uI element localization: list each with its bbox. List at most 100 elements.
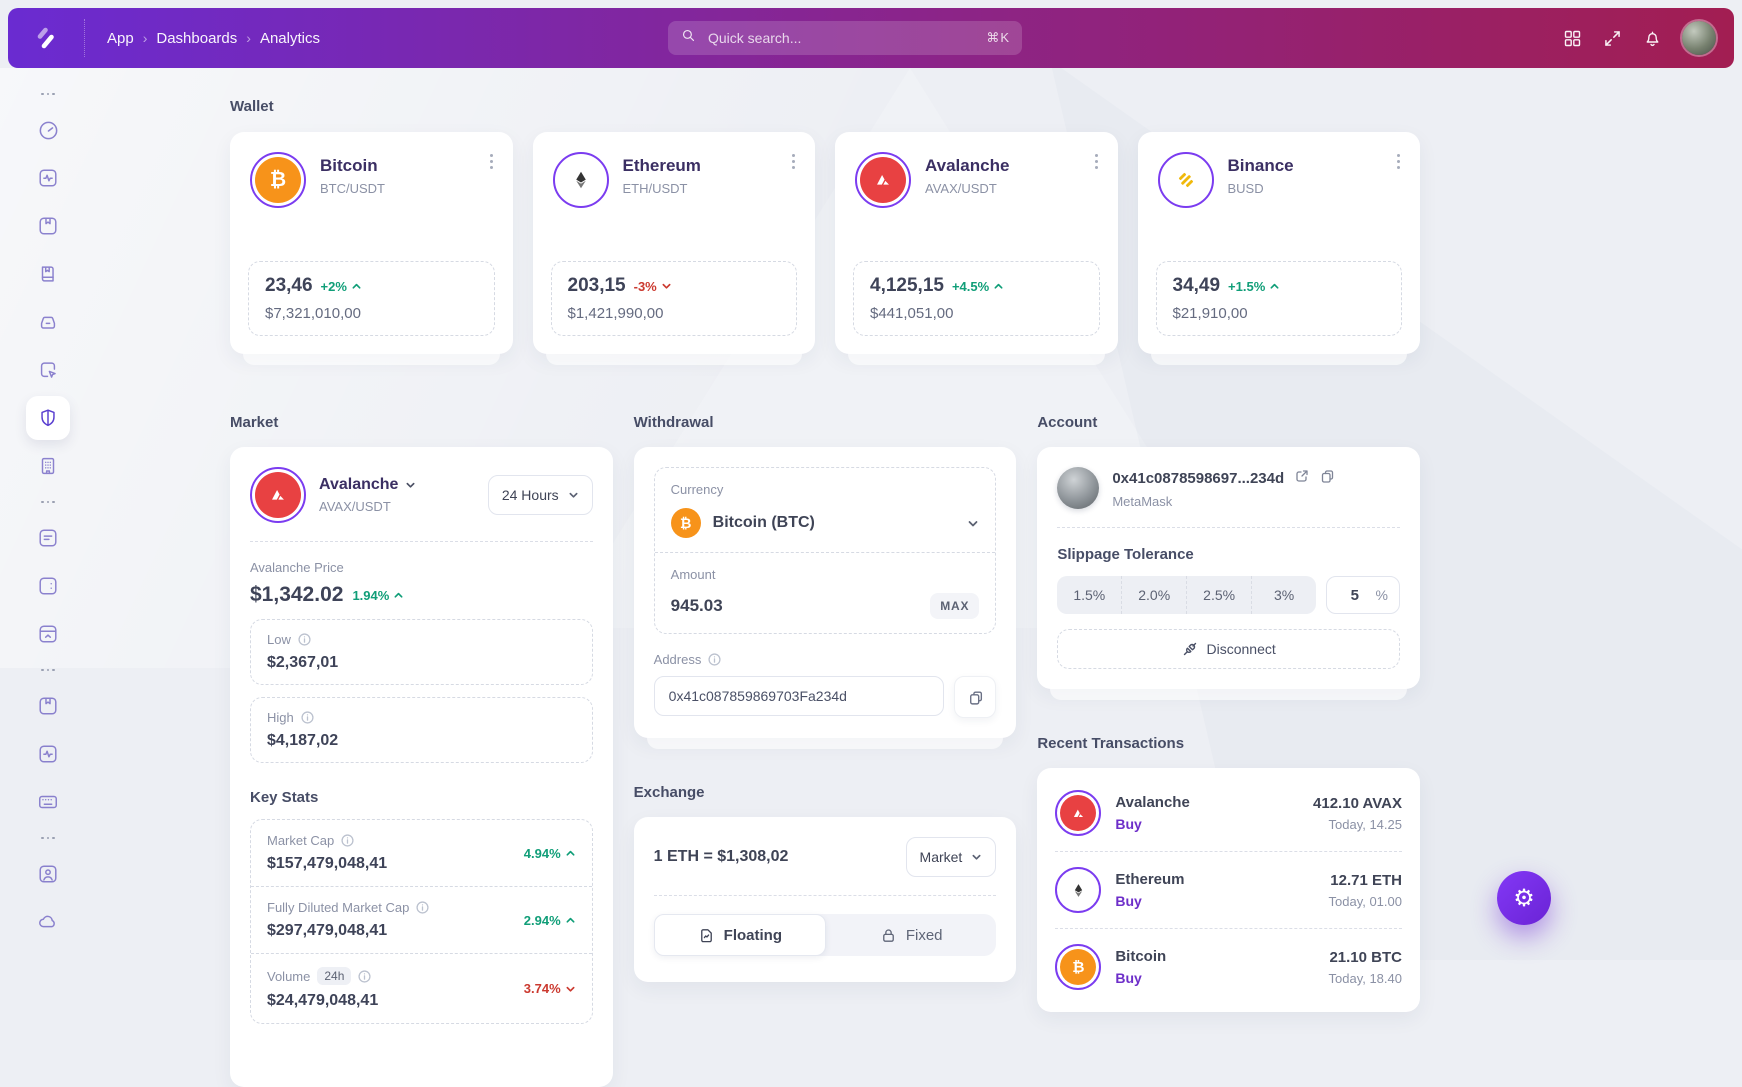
market-coin-name: Avalanche xyxy=(319,476,399,493)
amount-value[interactable]: 945.03 xyxy=(670,596,723,615)
price-box: 23,46 +2% $7,321,010,00 xyxy=(248,261,495,336)
tx-action: Buy xyxy=(1115,893,1142,909)
address-input[interactable] xyxy=(653,676,945,716)
coin-name: Binance xyxy=(1227,156,1294,175)
slippage-option-4[interactable]: 3% xyxy=(1251,576,1316,614)
info-icon[interactable] xyxy=(301,711,314,724)
bitcoin-icon: ₿ xyxy=(1055,944,1102,990)
wallet-card-bitcoin: ₿ Bitcoin BTC/USDT 23,46 +2% $7,321,010,… xyxy=(230,132,513,365)
slippage-option-2[interactable]: 2.0% xyxy=(1121,576,1186,614)
currency-field[interactable]: Currency ₿ Bitcoin (BTC) xyxy=(655,468,996,552)
info-icon[interactable] xyxy=(708,653,721,666)
navbar-actions xyxy=(1562,8,1716,68)
slippage-options: 1.5% 2.0% 2.5% 3% xyxy=(1057,576,1316,614)
amount-field[interactable]: Amount 945.03 MAX xyxy=(654,552,996,633)
more-options-icon[interactable] xyxy=(1091,150,1102,173)
sidebar-item-panel-collapse[interactable] xyxy=(26,612,70,656)
settings-fab[interactable]: ⚙ xyxy=(1497,871,1551,925)
info-icon[interactable] xyxy=(341,834,354,847)
search-input[interactable] xyxy=(706,29,978,47)
time-range-select[interactable]: 24 Hours xyxy=(487,475,593,515)
stat-row-fully-diluted: Fully Diluted Market Cap $297,479,048,41… xyxy=(251,886,592,953)
copy-address-button[interactable] xyxy=(954,676,997,718)
market-price-change: 1.94% xyxy=(352,587,390,603)
wallet-card-ethereum: Ethereum ETH/USDT 203,15 -3% $1,421,990,… xyxy=(532,132,815,365)
breadcrumb: App › Dashboards › Analytics xyxy=(107,30,320,47)
account-card: 0x41c0878598697...234d MetaMask Slippage… xyxy=(1037,447,1420,700)
account-address: 0x41c0878598697...234d xyxy=(1112,469,1285,487)
breadcrumb-dashboards[interactable]: Dashboards xyxy=(156,29,238,47)
sidebar-item-activity-2[interactable] xyxy=(26,732,70,776)
breadcrumb-app[interactable]: App xyxy=(107,29,134,47)
stat-change: 3.74% xyxy=(523,981,561,996)
fullscreen-icon[interactable] xyxy=(1602,28,1623,49)
coin-name: Ethereum xyxy=(622,156,701,175)
price-box: 4,125,15 +4.5% $441,051,00 xyxy=(853,261,1100,336)
navbar-divider xyxy=(84,19,85,57)
chevron-down-icon xyxy=(662,283,671,289)
coin-fiat-value: $441,051,00 xyxy=(870,305,954,322)
market-card: Avalanche AVAX/USDT 24 Hours Avalanche P… xyxy=(230,447,613,1087)
exchange-card: 1 ETH = $1,308,02 Market Floating xyxy=(633,817,1017,982)
app-logo[interactable] xyxy=(8,23,84,53)
user-avatar[interactable] xyxy=(1682,21,1716,55)
currency-value: Bitcoin (BTC) xyxy=(712,514,815,531)
chevron-up-icon xyxy=(566,850,575,856)
transaction-row-avalanche[interactable]: Avalanche Buy 412.10 AVAX Today, 14.25 xyxy=(1055,775,1402,851)
slippage-custom-input[interactable] xyxy=(1337,585,1372,605)
sidebar-item-panel-dots[interactable] xyxy=(26,564,70,608)
coin-change: +1.5% xyxy=(1228,278,1266,294)
wallet-avatar xyxy=(1057,467,1100,509)
sidebar-item-gauge[interactable] xyxy=(26,108,70,152)
more-options-icon[interactable] xyxy=(788,150,799,173)
info-icon[interactable] xyxy=(416,901,429,914)
sidebar-item-archive[interactable] xyxy=(26,300,70,344)
more-options-icon[interactable] xyxy=(1393,150,1404,173)
withdrawal-card: Currency ₿ Bitcoin (BTC) Amount 945.03 M… xyxy=(633,447,1017,749)
lock-icon xyxy=(882,928,894,942)
floating-mode-button[interactable]: Floating xyxy=(653,914,826,956)
breadcrumb-separator: › xyxy=(142,30,148,46)
bell-icon[interactable] xyxy=(1642,28,1663,49)
order-type-select[interactable]: Market xyxy=(905,837,997,877)
tx-action: Buy xyxy=(1115,816,1142,832)
slippage-option-3[interactable]: 2.5% xyxy=(1186,576,1251,614)
sidebar-item-shield[interactable] xyxy=(26,396,70,440)
fixed-mode-button[interactable]: Fixed xyxy=(826,914,996,956)
sidebar-item-building[interactable] xyxy=(26,444,70,488)
market-coin-selector[interactable]: Avalanche xyxy=(319,476,475,494)
binance-icon xyxy=(1157,152,1214,208)
transaction-row-ethereum[interactable]: Ethereum Buy 12.71 ETH Today, 01.00 xyxy=(1055,851,1402,928)
mode-label: Floating xyxy=(723,926,782,944)
quick-search[interactable]: ⌘K xyxy=(668,21,1022,55)
stat-label: Market Cap xyxy=(267,833,335,848)
market-title: Market xyxy=(230,414,279,431)
copy-icon[interactable] xyxy=(1319,468,1335,489)
info-icon[interactable] xyxy=(358,969,371,983)
avalanche-icon xyxy=(250,467,306,523)
more-options-icon[interactable] xyxy=(486,150,497,173)
info-icon[interactable] xyxy=(298,633,311,646)
breadcrumb-analytics[interactable]: Analytics xyxy=(259,29,320,47)
apps-grid-icon[interactable] xyxy=(1562,28,1583,49)
disconnect-label: Disconnect xyxy=(1206,641,1276,657)
sidebar-item-bookmark-2[interactable] xyxy=(26,684,70,728)
sidebar-item-keyboard[interactable] xyxy=(26,780,70,824)
chevron-down-icon xyxy=(968,520,978,526)
sidebar-item-notes[interactable] xyxy=(26,516,70,560)
sidebar-item-user[interactable] xyxy=(26,852,70,896)
max-button[interactable]: MAX xyxy=(930,593,980,619)
avalanche-icon xyxy=(1055,790,1102,836)
transaction-row-bitcoin[interactable]: ₿ Bitcoin Buy 21.10 BTC Today, 18.40 xyxy=(1055,928,1402,1005)
disconnect-button[interactable]: Disconnect xyxy=(1057,629,1400,669)
external-link-icon[interactable] xyxy=(1294,468,1310,489)
sidebar-item-book[interactable] xyxy=(26,252,70,296)
sidebar-item-cursor[interactable] xyxy=(26,348,70,392)
market-section: Market Avalanche AVAX/USDT 24 Hours xyxy=(230,414,613,1087)
coin-pair: ETH/USDT xyxy=(622,181,688,196)
main-content: Wallet ₿ Bitcoin BTC/USDT 23,46 +2% $7,3… xyxy=(230,98,1420,1087)
slippage-option-1[interactable]: 1.5% xyxy=(1073,587,1106,603)
sidebar-item-bookmark[interactable] xyxy=(26,204,70,248)
sidebar-item-activity[interactable] xyxy=(26,156,70,200)
sidebar-item-cloud[interactable] xyxy=(26,900,70,944)
